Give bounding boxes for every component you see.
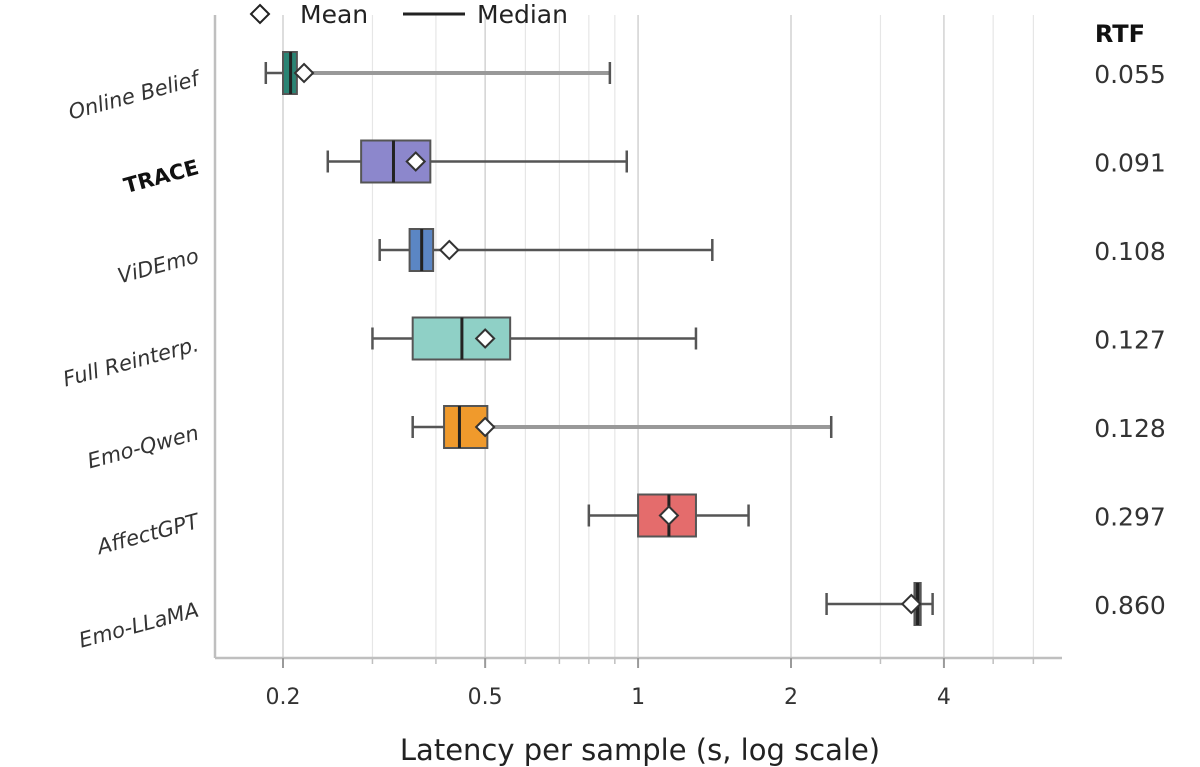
x-tick-label: 0.5 [468,685,503,710]
rtf-value: 0.055 [1094,60,1166,89]
category-label: Full Reinterp. [60,332,201,391]
grid-lines [282,15,1034,658]
x-tick-label: 4 [937,685,951,710]
mean-marker [474,328,496,349]
box-emo-qwen [411,405,833,449]
x-tick-label: 1 [631,685,645,710]
legend-mean-label: Mean [300,0,368,29]
box-emo-llama [825,582,934,626]
box-online-belief [264,51,612,95]
category-label: ViDEmo [115,244,201,289]
mean-marker [293,62,315,84]
mean-marker [405,151,427,172]
x-tick-label: 0.2 [266,685,301,710]
x-tick-label: 2 [784,685,798,710]
boxes [264,51,934,626]
box-videmo [378,228,714,272]
legend-mean-symbol [249,3,271,25]
labels: 0.2 0.5 1 2 4 Online Belief 0.055 TRACE 0.091 ViD… [60,60,1165,710]
x-axis-label: Latency per sample (s, log scale) [400,733,880,767]
rtf-value: 0.091 [1094,149,1166,178]
mean-marker [658,505,680,526]
box-affectgpt [587,493,750,538]
box-trace [326,139,629,184]
mean-marker [900,593,922,615]
axes [213,15,1062,668]
box-full-reinterp- [371,316,698,361]
category-label: AffectGPT [93,509,204,560]
mean-marker [474,416,496,438]
category-label: TRACE [121,155,201,198]
legend: Mean Median [249,0,568,29]
rtf-value: 0.127 [1094,326,1166,355]
rtf-value: 0.128 [1094,414,1166,443]
rtf-value: 0.297 [1094,503,1166,532]
mean-marker [438,239,460,261]
legend-median-label: Median [477,0,568,29]
rtf-value: 0.108 [1094,237,1166,266]
rtf-header: RTF [1095,20,1145,48]
category-label: Emo-LLaMA [76,598,201,653]
category-label: Emo-Qwen [85,421,201,474]
category-label: Online Belief [66,66,205,125]
rtf-value: 0.860 [1094,591,1166,620]
